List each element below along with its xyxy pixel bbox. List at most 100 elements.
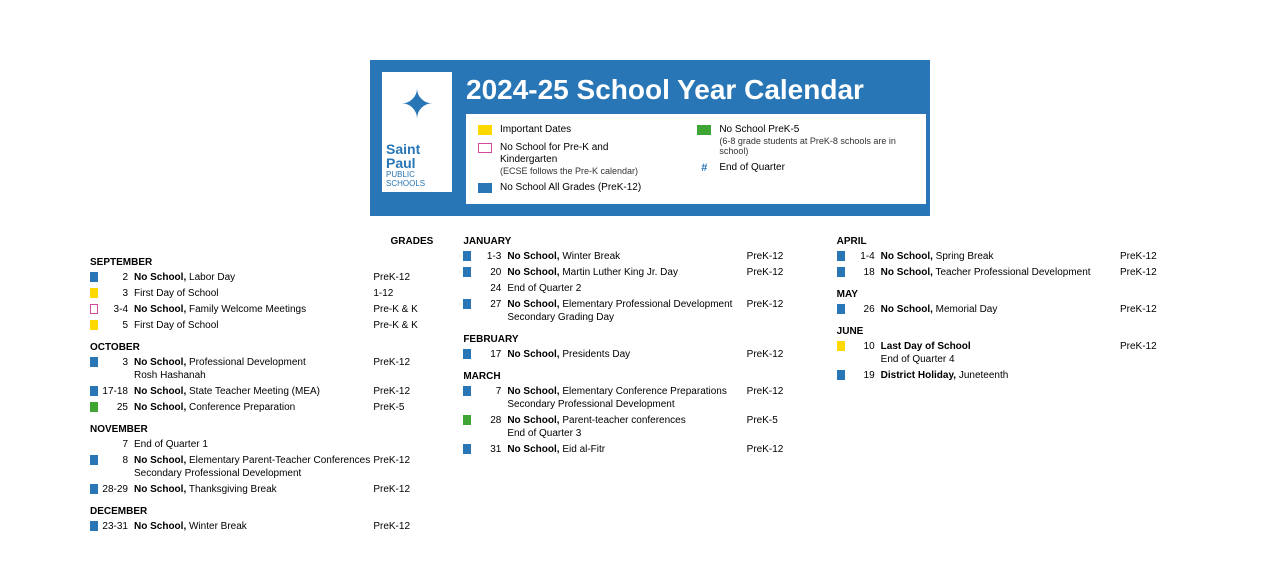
grades-header: GRADES: [90, 236, 433, 247]
event-desc: No School, Teacher Professional Developm…: [881, 266, 1120, 279]
event-desc: End of Quarter 2: [507, 282, 746, 295]
event-date: 23-31: [102, 520, 134, 533]
event-desc: No School, Parent-teacher conferencesEnd…: [507, 414, 746, 440]
event-swatch: [837, 251, 845, 261]
event-grades: PreK-12: [747, 298, 807, 311]
event-swatch: [463, 267, 471, 277]
event-date: 26: [849, 303, 881, 316]
event-date: 28: [475, 414, 507, 427]
header-banner: ✦ Saint Paul PUBLIC SCHOOLS 2024-25 Scho…: [370, 60, 930, 216]
event-desc: No School, Eid al-Fitr: [507, 443, 746, 456]
month-title: MAY: [837, 289, 1180, 300]
event-grades: PreK-12: [373, 271, 433, 284]
event-desc: No School, Spring Break: [881, 250, 1120, 263]
event-desc: End of Quarter 1: [134, 438, 373, 451]
event-grades: PreK-12: [373, 385, 433, 398]
legend-item: Important Dates: [478, 124, 657, 136]
event-date: 8: [102, 454, 134, 467]
event-date: 7: [475, 385, 507, 398]
event-row: 23-31No School, Winter BreakPreK-12: [90, 520, 433, 533]
event-desc: No School, Elementary Conference Prepara…: [507, 385, 746, 411]
month-title: MARCH: [463, 371, 806, 382]
event-swatch: [463, 251, 471, 261]
calendar-column: GRADESSEPTEMBER2No School, Labor DayPreK…: [90, 236, 433, 536]
event-grades: PreK-5: [373, 401, 433, 414]
event-swatch: [90, 386, 98, 396]
legend-col: Important Dates No School for Pre-K and K…: [478, 124, 657, 194]
legend-swatch: [697, 125, 711, 135]
event-date: 3-4: [102, 303, 134, 316]
month-title: NOVEMBER: [90, 424, 433, 435]
event-date: 17-18: [102, 385, 134, 398]
logo-text-sub: PUBLIC SCHOOLS: [386, 170, 448, 188]
event-row: 1-4No School, Spring BreakPreK-12: [837, 250, 1180, 263]
event-swatch: [463, 444, 471, 454]
event-date: 1-3: [475, 250, 507, 263]
logo-glyph: ✦: [400, 82, 434, 128]
event-grades: PreK-12: [747, 348, 807, 361]
event-date: 17: [475, 348, 507, 361]
event-desc: Last Day of SchoolEnd of Quarter 4: [881, 340, 1120, 366]
event-date: 27: [475, 298, 507, 311]
header-title: 2024-25 School Year Calendar: [466, 74, 926, 106]
event-grades: Pre-K & K: [373, 319, 433, 332]
legend-item: No School PreK-5(6-8 grade students at P…: [697, 124, 914, 156]
event-swatch: [837, 304, 845, 314]
event-swatch: [463, 386, 471, 396]
event-grades: PreK-5: [747, 414, 807, 427]
event-desc: First Day of School: [134, 287, 373, 300]
event-grades: PreK-12: [1120, 340, 1180, 353]
event-row: 3First Day of School1-12: [90, 287, 433, 300]
event-date: 31: [475, 443, 507, 456]
event-row: 27No School, Elementary Professional Dev…: [463, 298, 806, 324]
event-swatch: [463, 283, 471, 293]
event-grades: PreK-12: [1120, 303, 1180, 316]
event-date: 10: [849, 340, 881, 353]
event-swatch: [837, 370, 845, 380]
event-row: 31No School, Eid al-FitrPreK-12: [463, 443, 806, 456]
event-grades: PreK-12: [747, 250, 807, 263]
legend-text: Important Dates: [500, 124, 571, 136]
legend-text: No School All Grades (PreK-12): [500, 182, 641, 194]
event-swatch: [90, 304, 98, 314]
event-desc: No School, Conference Preparation: [134, 401, 373, 414]
event-row: 17No School, Presidents DayPreK-12: [463, 348, 806, 361]
calendar-columns: GRADESSEPTEMBER2No School, Labor DayPreK…: [0, 236, 1270, 566]
event-date: 3: [102, 356, 134, 369]
event-row: 1-3No School, Winter BreakPreK-12: [463, 250, 806, 263]
event-swatch: [90, 484, 98, 494]
event-row: 20No School, Martin Luther King Jr. DayP…: [463, 266, 806, 279]
event-row: 28No School, Parent-teacher conferencesE…: [463, 414, 806, 440]
event-desc: No School, Elementary Professional Devel…: [507, 298, 746, 324]
event-desc: No School, Labor Day: [134, 271, 373, 284]
event-swatch: [90, 272, 98, 282]
event-grades: PreK-12: [373, 483, 433, 496]
event-swatch: [90, 455, 98, 465]
event-swatch: [837, 267, 845, 277]
legend-text: End of Quarter: [719, 162, 785, 174]
event-date: 25: [102, 401, 134, 414]
event-grades: PreK-12: [373, 454, 433, 467]
event-swatch: [463, 299, 471, 309]
event-date: 7: [102, 438, 134, 451]
event-swatch: [90, 357, 98, 367]
event-desc: No School, Thanksgiving Break: [134, 483, 373, 496]
event-desc: No School, Memorial Day: [881, 303, 1120, 316]
event-grades: PreK-12: [747, 385, 807, 398]
legend-swatch: [478, 125, 492, 135]
logo-text-main: Saint Paul: [386, 142, 448, 170]
event-desc: No School, Presidents Day: [507, 348, 746, 361]
event-row: 8No School, Elementary Parent-Teacher Co…: [90, 454, 433, 480]
event-date: 24: [475, 282, 507, 295]
event-desc: No School, Professional DevelopmentRosh …: [134, 356, 373, 382]
event-date: 1-4: [849, 250, 881, 263]
event-row: 24End of Quarter 2: [463, 282, 806, 295]
event-grades: PreK-12: [1120, 250, 1180, 263]
legend-text: No School for Pre-K and Kindergarten(ECS…: [500, 142, 657, 176]
event-row: 5First Day of SchoolPre-K & K: [90, 319, 433, 332]
legend-col: No School PreK-5(6-8 grade students at P…: [697, 124, 914, 194]
event-row: 3No School, Professional DevelopmentRosh…: [90, 356, 433, 382]
event-swatch: [837, 341, 845, 351]
event-desc: First Day of School: [134, 319, 373, 332]
legend-item: No School All Grades (PreK-12): [478, 182, 657, 194]
